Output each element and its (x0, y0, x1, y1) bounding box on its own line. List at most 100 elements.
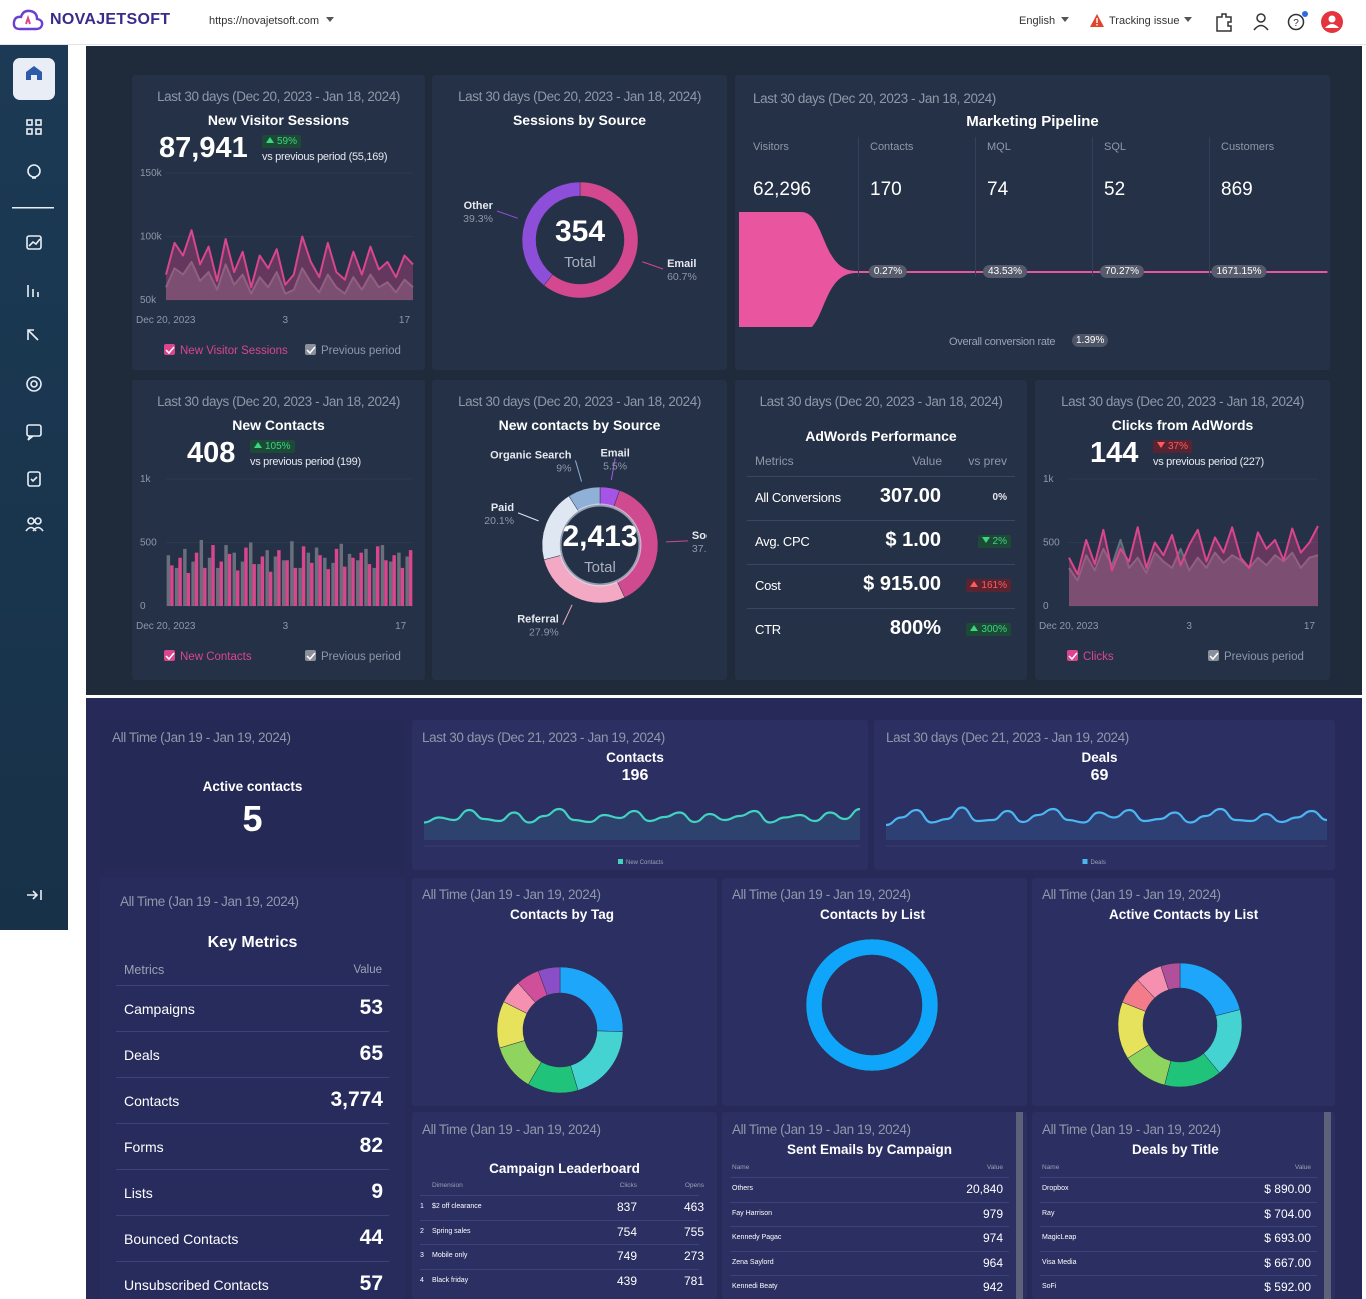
row-separator (420, 1268, 699, 1270)
row-separator (420, 1244, 699, 1245)
brand[interactable]: NOVAJETSOFT (50, 11, 171, 28)
sidebar-icons[interactable] (0, 45, 68, 930)
bar (244, 547, 248, 606)
slice-label: Email (667, 258, 696, 270)
metric-name: Contacts (124, 1093, 180, 1109)
slice-label: Organic Search (490, 449, 572, 461)
widget-key-metrics: All Time (Jan 19 - Jan 19, 2024) Key Met… (100, 878, 405, 1299)
header-icons[interactable]: ? (1214, 11, 1354, 35)
stage-value: 52 (1104, 179, 1126, 200)
bar (334, 548, 339, 606)
bar (310, 562, 314, 606)
table-cell: 781 (683, 1273, 704, 1288)
scrollbar[interactable] (1016, 1112, 1023, 1299)
widget-contacts-by-list: All Time (Jan 19 - Jan 19, 2024) Contact… (722, 878, 1027, 1106)
scrollbar[interactable] (1324, 1112, 1331, 1299)
slice-value: 37.5% (692, 543, 707, 555)
total-value: 2,413 (562, 520, 637, 553)
period: All Time (Jan 19 - Jan 19, 2024) (120, 894, 299, 909)
stage-value: 74 (987, 179, 1009, 200)
kpi-value: 69 (1090, 767, 1109, 784)
row-separator (1040, 1226, 1317, 1227)
donut-slice (805, 938, 939, 1072)
bar (367, 564, 372, 606)
legend-swatch (618, 859, 623, 864)
change-value: 59% (277, 136, 298, 147)
table-cell: 974 (982, 1231, 1003, 1245)
period: Last 30 days (Dec 20, 2023 - Jan 18, 202… (157, 89, 400, 104)
widget-deals-trend: Last 30 days (Dec 21, 2023 - Jan 19, 202… (874, 720, 1335, 870)
row-separator (1040, 1250, 1317, 1252)
slice-value: 5.5% (603, 460, 627, 472)
funnel-stage (739, 212, 856, 327)
row-separator (747, 476, 1015, 477)
tracking-alert[interactable]: Tracking issue (1109, 15, 1180, 27)
table-cell: 463 (683, 1200, 704, 1214)
x-tick-label: 3 (1186, 621, 1192, 632)
bar (285, 560, 289, 606)
period: Last 30 days (Dec 20, 2023 - Jan 18, 202… (759, 394, 1003, 409)
conversion-rate: 0.27% (868, 265, 908, 278)
conversion-rate: 1671.15% (1211, 265, 1267, 278)
chart (496, 966, 624, 1094)
bar (400, 567, 405, 606)
legend-check (165, 652, 175, 661)
row-separator (116, 1031, 389, 1032)
table-cell: 273 (683, 1249, 704, 1263)
conversion-rate: 70.27% (1100, 265, 1144, 278)
donut-slice (1160, 962, 1181, 991)
bar (388, 561, 393, 606)
metric-name: CTR (755, 622, 781, 637)
stage-value: 170 (870, 179, 902, 200)
legend-label: New Contacts (180, 651, 252, 663)
table-cell: Black friday (432, 1276, 469, 1284)
donut-slice (537, 966, 561, 996)
column-header: Value (912, 454, 942, 468)
stage-divider (1209, 137, 1210, 277)
legend-check (165, 346, 175, 355)
legend-swatch (305, 650, 316, 661)
table-cell: Dropbox (1042, 1185, 1069, 1192)
bar (207, 557, 212, 606)
metric-value: 53 (359, 996, 383, 1019)
slice-value: 9% (556, 462, 571, 474)
site-url[interactable]: https://novajetsoft.com (209, 15, 320, 27)
x-tick-label: 17 (399, 315, 411, 326)
metric-name: Lists (124, 1185, 153, 1201)
language[interactable]: English (1019, 15, 1056, 27)
row-separator (116, 1169, 389, 1170)
legend-label: New Contacts (626, 860, 663, 866)
metric-value: 65 (359, 1042, 383, 1065)
slice-label: Other (464, 200, 494, 212)
period: All Time (Jan 19 - Jan 19, 2024) (422, 887, 601, 902)
table-cell: 2 (420, 1227, 424, 1235)
line (165, 260, 414, 295)
row-separator (730, 1250, 1009, 1252)
table-cell: 20,840 (966, 1182, 1003, 1196)
row-separator (747, 608, 1015, 609)
period: All Time (Jan 19 - Jan 19, 2024) (1042, 887, 1221, 902)
change-value: 300% (981, 624, 1007, 635)
slice-value: 20.1% (484, 515, 514, 527)
area (1069, 539, 1318, 606)
metric-name: All Conversions (755, 490, 841, 505)
change-badge: 105% (250, 440, 295, 453)
stage-name: Customers (1221, 141, 1275, 153)
metric-value: 800% (889, 617, 941, 639)
kpi-value: 87,941 (159, 132, 248, 164)
bar (326, 569, 331, 606)
arrow (970, 625, 979, 631)
sidebar (0, 45, 68, 930)
metric-value: $ 1.00 (885, 529, 941, 551)
bar (211, 545, 215, 606)
period: Last 30 days (Dec 20, 2023 - Jan 18, 202… (458, 89, 701, 104)
donut-slice (559, 966, 624, 1032)
metric-name: Campaigns (124, 1001, 195, 1017)
bar (199, 539, 204, 606)
bar (252, 564, 256, 606)
column-header: Name (1042, 1164, 1060, 1171)
bar (405, 556, 409, 606)
bar (347, 553, 352, 606)
bar (397, 552, 401, 606)
